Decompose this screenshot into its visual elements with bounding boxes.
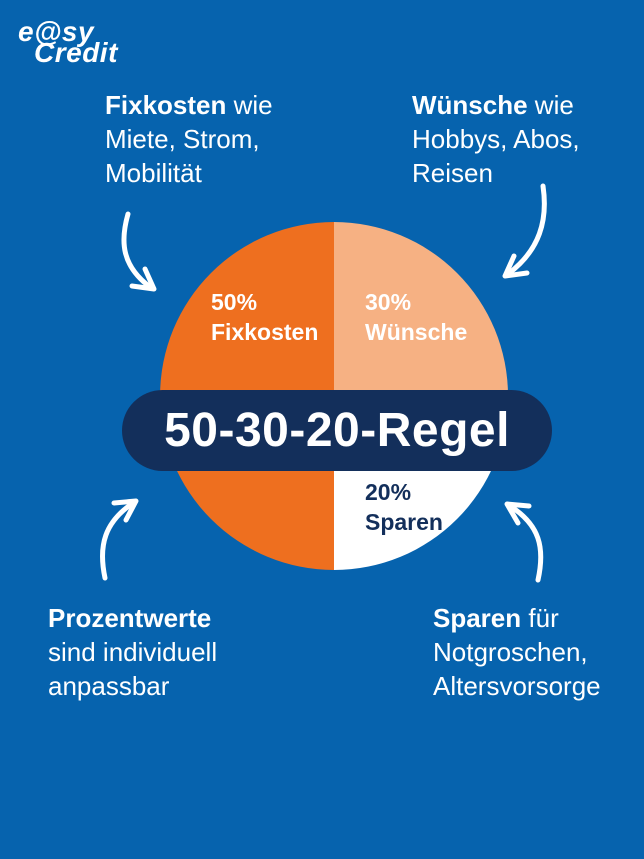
annotation-line: Sparen für [433, 601, 601, 635]
annotation-line: sind individuell [48, 637, 218, 667]
annotation-tail: wie [226, 90, 273, 120]
slice-name-fixkosten: Fixkosten [211, 319, 319, 345]
slice-label-wuensche: 30% Wünsche [365, 287, 467, 347]
slice-percent-wuensche: 30% [365, 289, 412, 315]
annotation-line: Notgroschen, [433, 637, 588, 667]
annotation-line: Fixkosten wie [105, 88, 273, 122]
annotation-sparen: Sparen für Notgroschen, Altersvorsorge [433, 601, 601, 703]
arrow-top-right-icon [502, 183, 547, 279]
annotation-lead: Wünsche [412, 90, 528, 120]
annotation-line: Reisen [412, 158, 493, 188]
logo-text-easy: e@sy [18, 16, 95, 47]
title-pill: 50-30-20-Regel [122, 390, 552, 471]
slice-label-fixkosten: 50% Fixkosten [211, 287, 318, 347]
annotation-line: Altersvorsorge [433, 671, 601, 701]
arrow-bottom-left-icon [100, 498, 139, 581]
annotation-line: Wünsche wie [412, 88, 580, 122]
annotation-lead: Prozentwerte [48, 603, 212, 633]
logo-text-credit: Credit [34, 37, 118, 68]
slice-name-wuensche: Wünsche [365, 319, 468, 345]
annotation-tail: für [521, 603, 559, 633]
annotation-line: Mobilität [105, 158, 202, 188]
arrow-bottom-right-icon [504, 501, 544, 583]
page-title: 50-30-20-Regel [164, 404, 510, 457]
annotation-line: anpassbar [48, 671, 170, 701]
annotation-fixkosten: Fixkosten wie Miete, Strom, Mobilität [105, 88, 273, 190]
slice-percent-sparen: 20% [365, 479, 412, 505]
slice-percent-fixkosten: 50% [211, 289, 258, 315]
slice-name-sparen: Sparen [365, 509, 443, 535]
annotation-line: Miete, Strom, [105, 124, 260, 154]
slice-label-sparen: 20% Sparen [365, 477, 443, 537]
easycredit-logo: e@sy Credit [18, 18, 118, 67]
annotation-line: Hobbys, Abos, [412, 124, 580, 154]
annotation-lead: Fixkosten [105, 90, 227, 120]
annotation-wuensche: Wünsche wie Hobbys, Abos, Reisen [412, 88, 580, 190]
annotation-lead: Sparen [433, 603, 522, 633]
arrow-top-left-icon [121, 211, 157, 292]
annotation-prozentwerte: Prozentwerte sind individuell anpassbar [48, 601, 217, 703]
annotation-line: Prozentwerte [48, 601, 217, 635]
annotation-tail: wie [527, 90, 574, 120]
